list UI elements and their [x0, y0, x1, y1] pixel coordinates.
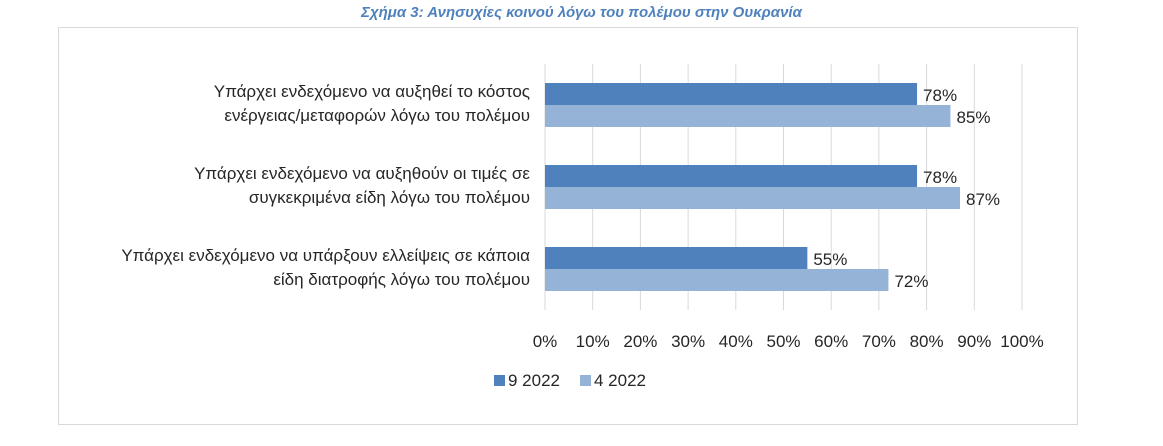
- x-tick-label: 90%: [957, 332, 991, 351]
- data-label: 78%: [923, 86, 957, 105]
- x-tick-label: 60%: [814, 332, 848, 351]
- data-label: 85%: [956, 108, 990, 127]
- legend-label: 9 2022: [508, 371, 560, 390]
- category-label: Υπάρχει ενδεχόμενο να αυξηθούν οι τιμές …: [194, 164, 530, 183]
- legend-label: 4 2022: [594, 371, 646, 390]
- x-tick-label: 80%: [910, 332, 944, 351]
- x-tick-label: 50%: [766, 332, 800, 351]
- data-label: 55%: [813, 250, 847, 269]
- data-label: 78%: [923, 168, 957, 187]
- bar: [545, 165, 918, 187]
- x-tick-label: 70%: [862, 332, 896, 351]
- bar: [545, 247, 808, 269]
- x-tick-label: 30%: [671, 332, 705, 351]
- chart-title: Σχήμα 3: Ανησυχίες κοινού λόγω του πολέμ…: [361, 4, 802, 21]
- chart-frame: [58, 27, 1078, 425]
- x-tick-label: 100%: [1000, 332, 1043, 351]
- legend-swatch: [494, 375, 505, 386]
- x-tick-label: 0%: [533, 332, 558, 351]
- category-label: Υπάρχει ενδεχόμενο να αυξηθεί το κόστος: [214, 82, 530, 101]
- category-label: Υπάρχει ενδεχόμενο να υπάρξουν ελλείψεις…: [121, 246, 530, 265]
- legend-swatch: [580, 375, 591, 386]
- category-label: ενέργειας/μεταφορών λόγω του πολέμου: [224, 106, 530, 125]
- data-label: 87%: [966, 190, 1000, 209]
- bar: [545, 269, 889, 291]
- category-label: είδη διατροφής λόγω του πολέμου: [273, 270, 530, 289]
- data-label: 72%: [894, 272, 928, 291]
- x-tick-label: 20%: [623, 332, 657, 351]
- x-tick-label: 10%: [576, 332, 610, 351]
- category-label: συγκεκριμένα είδη λόγω του πολέμου: [249, 188, 530, 207]
- bar: [545, 83, 918, 105]
- bar: [545, 187, 960, 209]
- bar: [545, 105, 951, 127]
- x-tick-label: 40%: [719, 332, 753, 351]
